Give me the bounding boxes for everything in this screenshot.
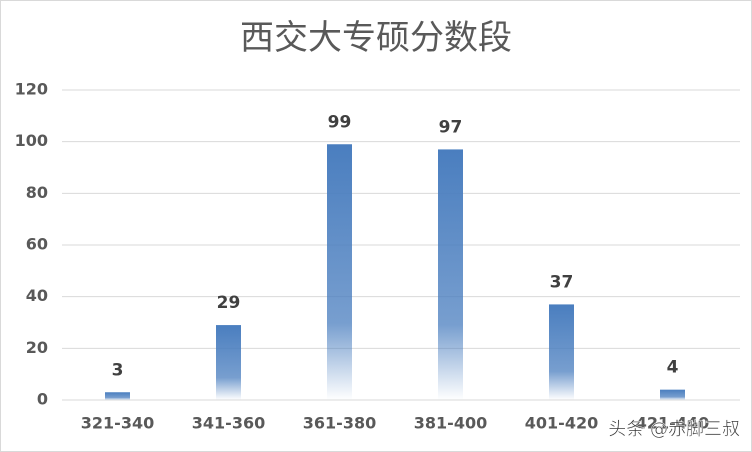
chart-title: 西交大专硕分数段 bbox=[240, 18, 512, 58]
y-tick-label: 120 bbox=[15, 80, 48, 99]
bar bbox=[660, 389, 685, 400]
x-tick-label: 341-360 bbox=[192, 414, 265, 433]
bar bbox=[327, 144, 352, 400]
bar bbox=[438, 149, 463, 400]
value-label: 3 bbox=[112, 360, 124, 380]
x-tick-label: 401-420 bbox=[525, 414, 598, 433]
bar bbox=[216, 325, 241, 400]
bar bbox=[105, 392, 130, 400]
y-tick-label: 40 bbox=[26, 286, 48, 305]
value-label: 97 bbox=[439, 117, 463, 137]
y-tick-label: 60 bbox=[26, 235, 48, 254]
y-tick-label: 20 bbox=[26, 338, 48, 357]
x-tick-label: 321-340 bbox=[81, 414, 154, 433]
y-tick-label: 100 bbox=[15, 131, 48, 150]
value-label: 4 bbox=[667, 358, 679, 378]
y-tick-label: 80 bbox=[26, 183, 48, 202]
watermark: 头条 @赤脚三叔 bbox=[608, 419, 740, 440]
x-tick-label: 361-380 bbox=[303, 414, 376, 433]
value-label: 29 bbox=[217, 293, 241, 313]
bar bbox=[549, 304, 574, 400]
x-tick-label: 421-440 bbox=[636, 414, 709, 433]
x-tick-label: 381-400 bbox=[414, 414, 487, 433]
value-label: 99 bbox=[328, 112, 352, 132]
y-tick-label: 0 bbox=[37, 390, 48, 409]
value-label: 37 bbox=[550, 272, 574, 292]
